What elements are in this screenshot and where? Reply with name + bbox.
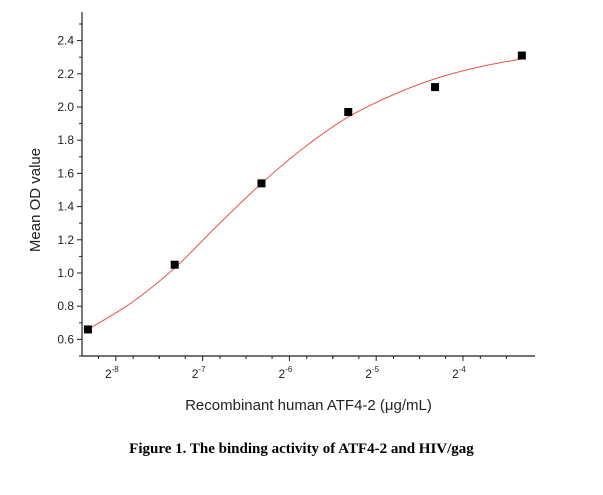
y-tick-label: 1.6 xyxy=(57,166,74,180)
data-point xyxy=(83,325,92,334)
y-tick-label: 1.2 xyxy=(57,233,74,247)
y-axis-label: Mean OD value xyxy=(27,148,44,252)
x-tick-label: 2-6 xyxy=(279,365,293,381)
y-tick-label: 2.0 xyxy=(57,100,74,114)
y-tick-label: 1.0 xyxy=(57,266,74,280)
data-point xyxy=(344,107,353,116)
y-tick-label: 2.4 xyxy=(57,34,74,48)
data-point xyxy=(257,179,266,188)
figure-caption: Figure 1. The binding activity of ATF4-2… xyxy=(129,441,474,457)
chart: 0.6 0.8 1.0 1.2 1.4 1.6 1.8 2.0 2.2 2.4 2-8 2-7 2-6 2… xyxy=(27,12,535,414)
x-tick-label: 2-8 xyxy=(105,365,119,381)
y-tick-label: 1.4 xyxy=(57,200,74,214)
x-tick-label: 2-4 xyxy=(452,365,466,381)
data-point xyxy=(517,51,526,60)
y-tick-label: 0.6 xyxy=(57,332,74,346)
x-tick-label: 2-7 xyxy=(192,365,206,381)
x-tick-label: 2-5 xyxy=(365,365,379,381)
data-point xyxy=(431,83,440,92)
y-tick-label: 2.2 xyxy=(57,67,74,81)
x-axis-label: Recombinant human ATF4-2 (μg/mL) xyxy=(185,397,432,414)
y-tick-label: 0.8 xyxy=(57,299,74,313)
data-point xyxy=(170,260,179,269)
fit-curve xyxy=(87,58,522,330)
y-tick-label: 1.8 xyxy=(57,133,74,147)
